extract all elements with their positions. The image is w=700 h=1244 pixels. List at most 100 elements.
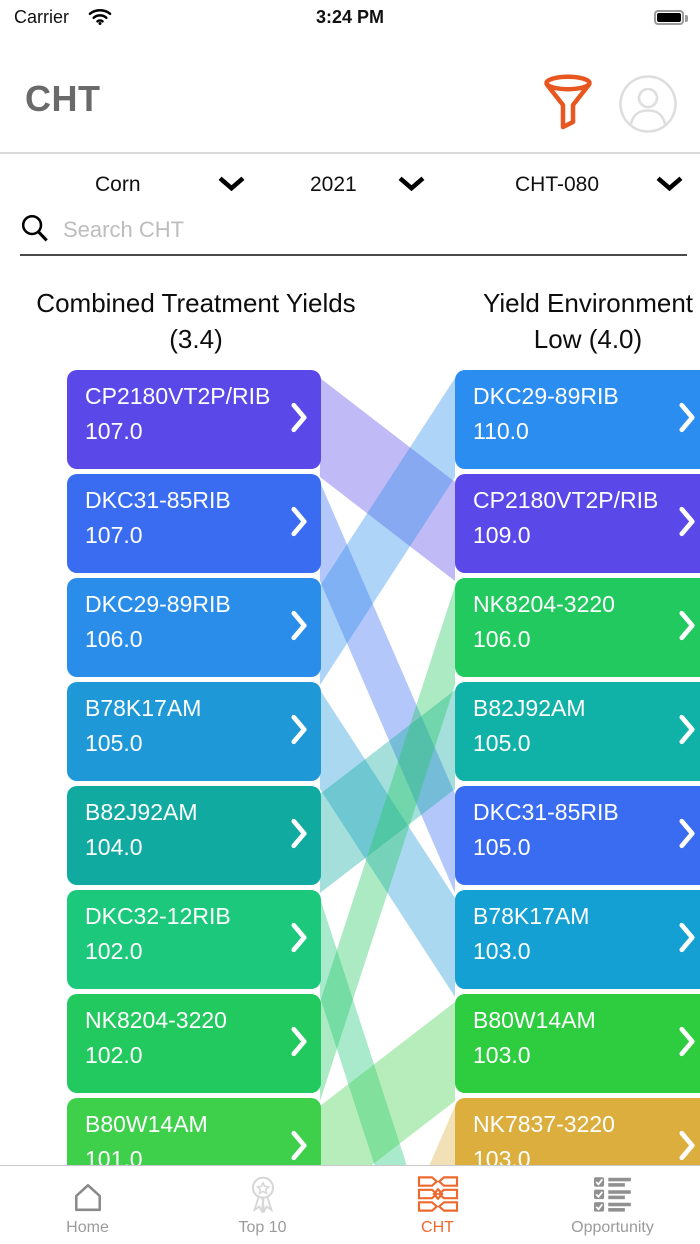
tab-bar: Home Top 10 CHT Opportunity [0,1165,700,1244]
carrier-label: Carrier [14,7,70,27]
yield-card[interactable]: B78K17AM 103.0 [455,890,700,989]
hybrid-name: NK8204-3220 [85,1007,227,1033]
chevron-right-icon [679,402,696,438]
yield-card[interactable]: NK8204-3220 102.0 [67,994,321,1093]
yield-value: 105.0 [473,730,531,756]
hybrid-name: NK7837-3220 [473,1111,615,1137]
yield-card[interactable]: DKC29-89RIB 106.0 [67,578,321,677]
tab-home[interactable]: Home [0,1166,175,1244]
tab-label: Opportunity [571,1219,654,1236]
right-card-column: DKC29-89RIB 110.0 CP2180VT2P/RIB 109.0 NK820… [455,370,700,1202]
yield-card[interactable]: CP2180VT2P/RIB 107.0 [67,370,321,469]
page-title: CHT [25,78,101,119]
right-column-header: Yield Environment Low (4.0) [438,285,700,358]
home-icon [71,1181,105,1216]
sankey-link [320,1002,455,1166]
trial-dropdown-value: CHT-080 [515,173,600,196]
hybrid-name: B80W14AM [85,1111,208,1137]
chevron-right-icon [291,818,308,854]
profile-button[interactable] [618,74,678,134]
chevron-right-icon [679,818,696,854]
search-bar [20,206,687,256]
left-column-header: Combined Treatment Yields (3.4) [0,285,392,358]
right-column-subtitle: Low (4.0) [533,324,643,355]
yield-value: 107.0 [85,418,143,444]
chevron-right-icon [291,1130,308,1166]
chevron-right-icon [291,610,308,646]
sankey-link [320,482,455,893]
status-bar: Carrier 3:24 PM [0,0,700,40]
yield-card[interactable]: DKC29-89RIB 110.0 [455,370,700,469]
hybrid-name: DKC31-85RIB [85,487,231,513]
yield-card[interactable]: B82J92AM 105.0 [455,682,700,781]
sankey-link [320,898,407,1166]
sankey-ribbons [320,378,455,1166]
chevron-down-icon [218,173,245,197]
funnel-icon [542,74,594,137]
sankey-link [320,378,455,685]
chevron-right-icon [679,922,696,958]
yield-value: 103.0 [473,938,531,964]
header-divider [0,152,700,154]
search-input[interactable] [61,216,687,244]
left-card-column: CP2180VT2P/RIB 107.0 DKC31-85RIB 107.0 DKC29… [67,370,321,1202]
hybrid-name: DKC29-89RIB [473,383,619,409]
yield-card[interactable]: DKC31-85RIB 107.0 [67,474,321,573]
wifi-icon [88,8,112,30]
chevron-right-icon [291,922,308,958]
trial-dropdown[interactable]: CHT-080 [515,163,683,207]
hybrid-name: DKC31-85RIB [473,799,619,825]
yield-value: 110.0 [473,418,529,444]
hybrid-name: B80W14AM [473,1007,596,1033]
yield-card[interactable]: B78K17AM 105.0 [67,682,321,781]
year-dropdown[interactable]: 2021 [310,163,425,207]
hybrid-name: B82J92AM [473,695,586,721]
tab-label: CHT [421,1219,454,1236]
search-icon [20,213,49,248]
crop-dropdown-value: Corn [95,173,141,196]
filter-button[interactable] [542,74,594,134]
yield-value: 105.0 [85,730,143,756]
yield-value: 105.0 [473,834,531,860]
left-column-subtitle: (3.4) [169,324,223,355]
left-column-title: Combined Treatment Yields [36,288,356,318]
hybrid-name: NK8204-3220 [473,591,615,617]
hybrid-name: B78K17AM [473,903,590,929]
right-column-title: Yield Environment [482,288,694,318]
yield-value: 109.0 [473,522,531,548]
yield-value: 103.0 [473,1042,531,1068]
sankey-chart: CP2180VT2P/RIB 107.0 DKC31-85RIB 107.0 DKC29… [0,370,700,1197]
yield-value: 104.0 [85,834,143,860]
yield-value: 102.0 [85,1042,143,1068]
chevron-down-icon [398,173,425,197]
chevron-right-icon [291,714,308,750]
tab-top-10[interactable]: Top 10 [175,1166,350,1244]
app-header: CHT [0,60,700,152]
yield-card[interactable]: B82J92AM 104.0 [67,786,321,885]
chevron-right-icon [679,1026,696,1062]
yield-card[interactable]: B80W14AM 103.0 [455,994,700,1093]
yield-card[interactable]: NK8204-3220 106.0 [455,578,700,677]
hybrid-name: DKC29-89RIB [85,591,231,617]
sankey-link [320,690,455,893]
chevron-right-icon [679,506,696,542]
chevron-right-icon [291,402,308,438]
filter-row: Corn 2021 CHT-080 [0,163,700,207]
sankey-icon [416,1175,460,1216]
yield-value: 102.0 [85,938,143,964]
yield-card[interactable]: CP2180VT2P/RIB 109.0 [455,474,700,573]
year-dropdown-value: 2021 [310,173,357,196]
yield-card[interactable]: DKC31-85RIB 105.0 [455,786,700,885]
tab-cht[interactable]: CHT [350,1166,525,1244]
hybrid-name: CP2180VT2P/RIB [473,487,659,513]
hybrid-name: B82J92AM [85,799,198,825]
yield-card[interactable]: DKC32-12RIB 102.0 [67,890,321,989]
yield-value: 107.0 [85,522,143,548]
hybrid-name: DKC32-12RIB [85,903,231,929]
tab-opportunity[interactable]: Opportunity [525,1166,700,1244]
yield-value: 106.0 [473,626,531,652]
chevron-right-icon [679,610,696,646]
crop-dropdown[interactable]: Corn [95,163,245,207]
sankey-link [429,1106,455,1166]
